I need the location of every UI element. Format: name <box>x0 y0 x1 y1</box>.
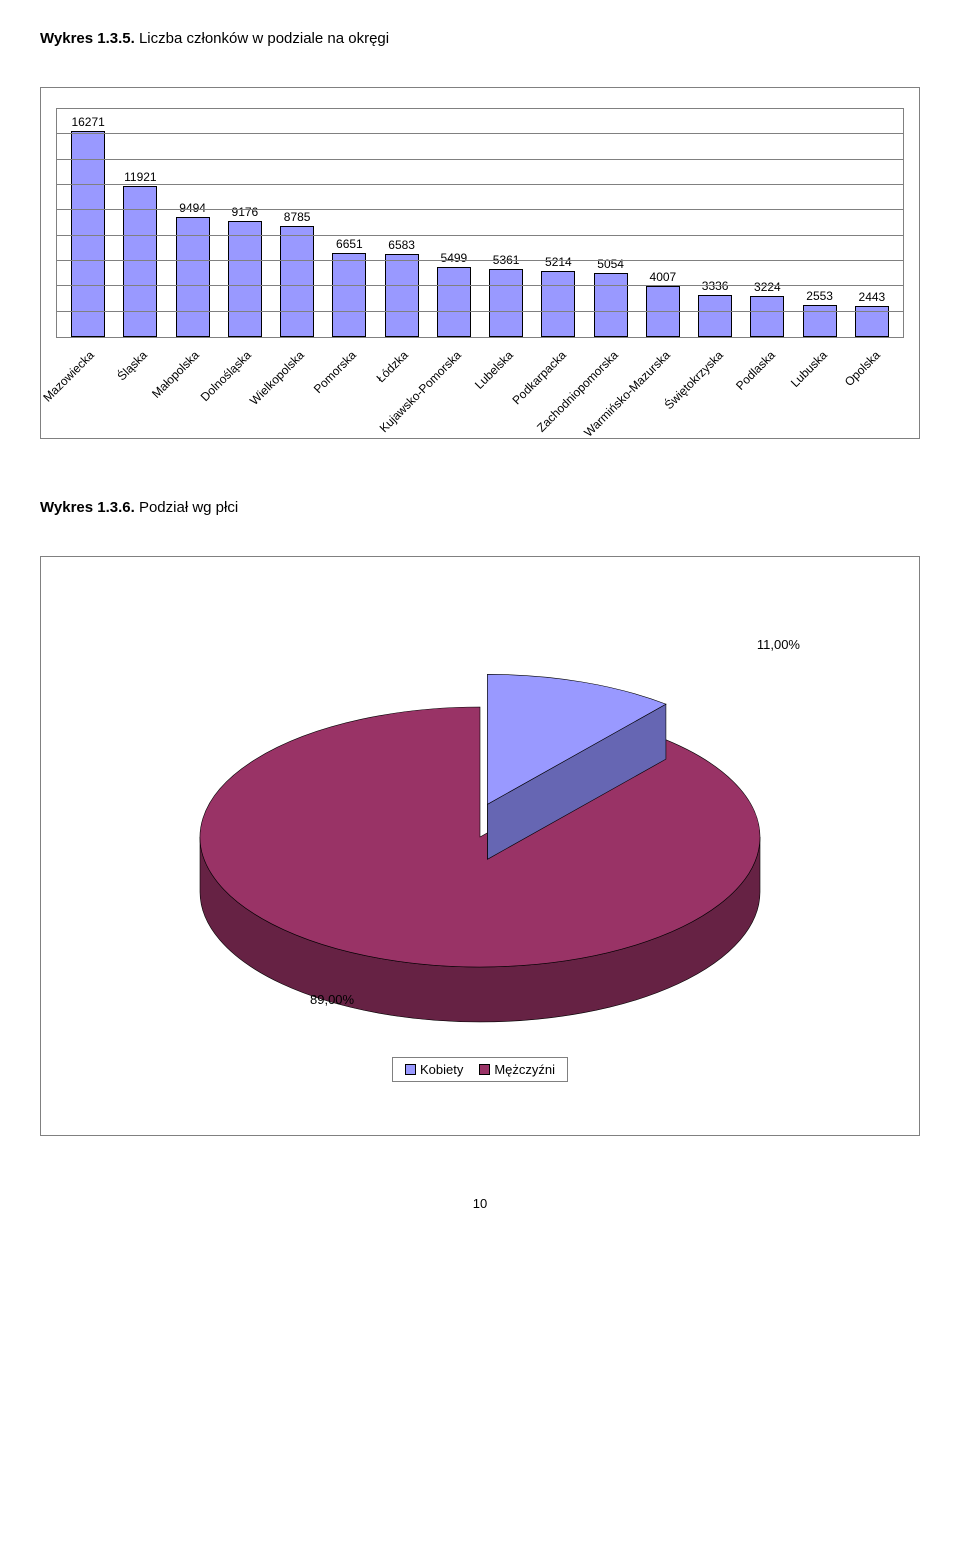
xlabel-slot: Pomorska <box>323 338 375 428</box>
bar-slot: 9176 <box>219 109 271 337</box>
bar-rect <box>489 269 523 337</box>
xlabel: Mazowiecka <box>40 348 97 405</box>
title1-prefix: Wykres 1.3.5. <box>40 30 135 47</box>
gridline <box>57 260 903 261</box>
title2-prefix: Wykres 1.3.6. <box>40 499 135 516</box>
gridline <box>57 285 903 286</box>
gridline <box>57 311 903 312</box>
chart-title-1: Wykres 1.3.5. Liczba członków w podziale… <box>40 30 920 47</box>
bar-rect <box>332 253 366 337</box>
xlabel-slot: Opolska <box>847 338 899 428</box>
bar-rect <box>385 254 419 337</box>
bar-slot: 8785 <box>271 109 323 337</box>
xlabel: Łódzka <box>374 348 411 385</box>
legend-label-men: Mężczyźni <box>494 1062 555 1077</box>
bar-slot: 16271 <box>62 109 114 337</box>
gridline <box>57 209 903 210</box>
barchart-plot: 16271 11921 9494 9176 8785 6651 6583 5499 5361 52… <box>56 108 904 338</box>
xlabel: Opolska <box>842 348 883 389</box>
gridline <box>57 184 903 185</box>
xlabel-slot: Lubuska <box>794 338 846 428</box>
bar-slot: 5054 <box>585 109 637 337</box>
xlabels-row: MazowieckaŚląskaMałopolskaDolnośląskaWie… <box>56 338 904 428</box>
bar-slot: 5499 <box>428 109 480 337</box>
bar-value-label: 16271 <box>71 115 104 129</box>
title1-text: Liczba członków w podziale na okręgi <box>135 30 389 47</box>
bar-value-label: 6651 <box>336 237 363 251</box>
bar-slot: 6583 <box>376 109 428 337</box>
pie-label-women: 11,00% <box>757 637 800 652</box>
bar-value-label: 8785 <box>284 210 311 224</box>
legend-swatch-men <box>479 1064 490 1075</box>
bar-slot: 5361 <box>480 109 532 337</box>
bars-row: 16271 11921 9494 9176 8785 6651 6583 5499 5361 52… <box>57 109 903 337</box>
legend-swatch-women <box>405 1064 416 1075</box>
bar-slot: 2443 <box>846 109 898 337</box>
xlabel: Śląska <box>114 348 149 383</box>
bar-rect <box>594 273 628 337</box>
bar-rect <box>750 296 784 337</box>
legend-item-men: Mężczyźni <box>479 1062 555 1077</box>
bar-rect <box>437 267 471 337</box>
bar-value-label: 5499 <box>441 251 468 265</box>
title2-text: Podział wg płci <box>135 499 238 516</box>
bar-slot: 5214 <box>532 109 584 337</box>
bar-slot: 3224 <box>741 109 793 337</box>
bar-value-label: 2553 <box>806 289 833 303</box>
bar-value-label: 6583 <box>388 238 415 252</box>
bar-value-label: 9494 <box>179 201 206 215</box>
pie-svg <box>160 617 800 1037</box>
bar-value-label: 3224 <box>754 280 781 294</box>
bar-slot: 9494 <box>167 109 219 337</box>
bar-rect <box>698 295 732 337</box>
gridline <box>57 159 903 160</box>
legend-label-women: Kobiety <box>420 1062 463 1077</box>
bar-value-label: 2443 <box>859 290 886 304</box>
gridline <box>57 235 903 236</box>
pie-slice-men <box>200 707 760 967</box>
bar-rect <box>803 305 837 337</box>
bar-slot: 2553 <box>794 109 846 337</box>
bar-value-label: 4007 <box>650 270 677 284</box>
bar-value-label: 9176 <box>232 205 259 219</box>
pie-area: 11,00% 89,00% <box>160 617 800 1037</box>
barchart-box: 16271 11921 9494 9176 8785 6651 6583 5499 5361 52… <box>40 87 920 439</box>
chart-title-2: Wykres 1.3.6. Podział wg płci <box>40 499 920 516</box>
gridline <box>57 133 903 134</box>
bar-value-label: 11921 <box>124 170 156 184</box>
page-number: 10 <box>40 1196 920 1211</box>
xlabel-slot: Podlaska <box>742 338 794 428</box>
pie-label-men: 89,00% <box>310 992 354 1007</box>
bar-slot: 6651 <box>323 109 375 337</box>
bar-slot: 3336 <box>689 109 741 337</box>
bar-slot: 11921 <box>114 109 166 337</box>
bar-rect <box>228 221 262 337</box>
xlabel: Lubuska <box>788 348 830 390</box>
pie-legend: Kobiety Mężczyźni <box>392 1057 568 1082</box>
xlabel-slot: Mazowiecka <box>61 338 113 428</box>
bar-rect <box>280 226 314 337</box>
bar-rect <box>541 271 575 337</box>
bar-value-label: 5214 <box>545 255 572 269</box>
bar-slot: 4007 <box>637 109 689 337</box>
piechart-box: 11,00% 89,00% Kobiety Mężczyźni <box>40 556 920 1136</box>
legend-item-women: Kobiety <box>405 1062 463 1077</box>
